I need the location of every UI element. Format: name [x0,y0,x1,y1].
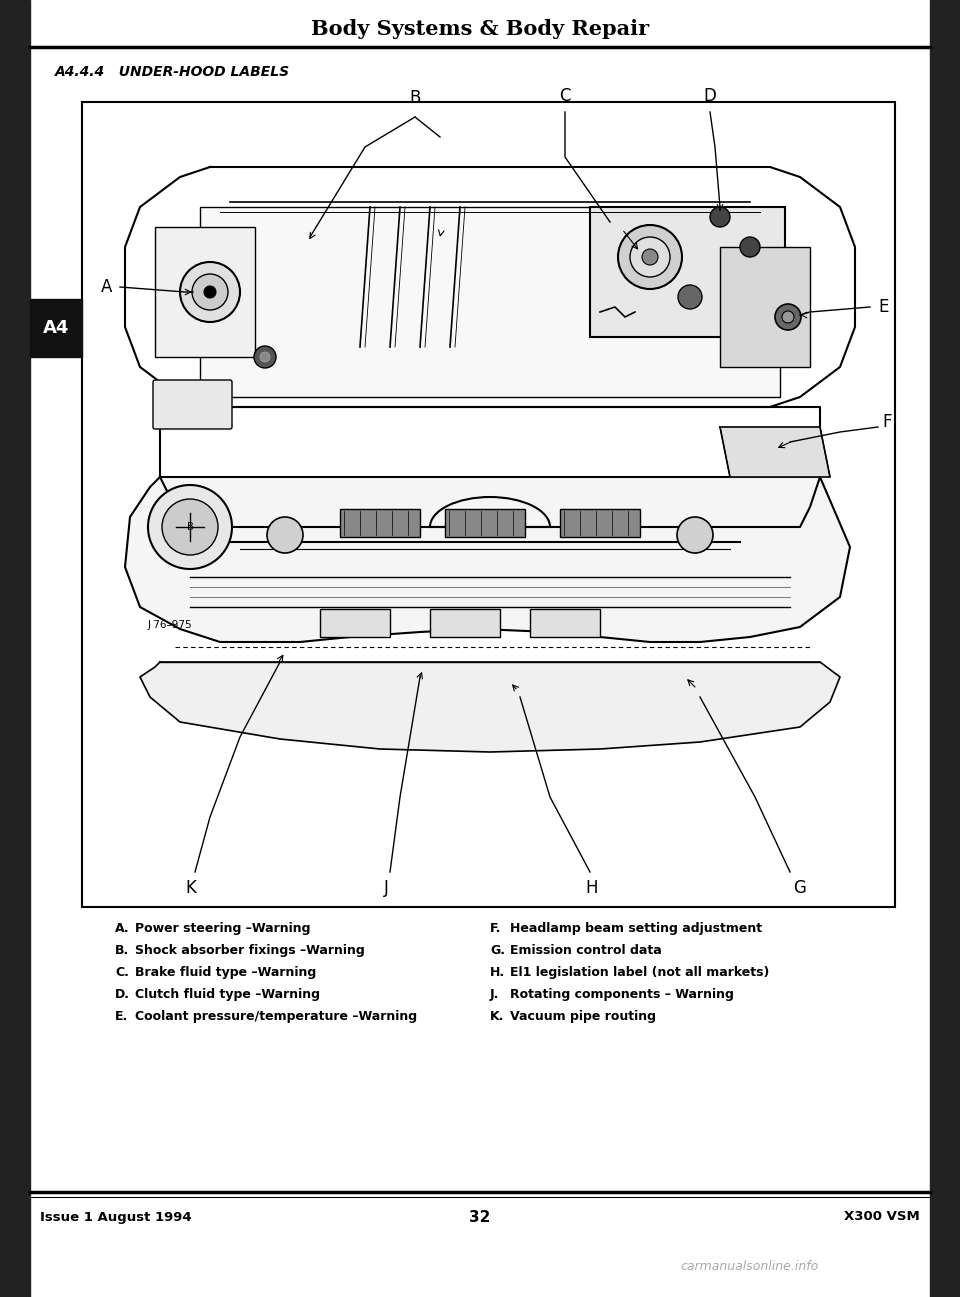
Circle shape [267,518,303,553]
Text: F.: F. [490,922,501,935]
Circle shape [192,274,228,310]
Circle shape [148,485,232,569]
Bar [200,208,780,397]
FancyBboxPatch shape [153,380,232,429]
Text: A4: A4 [43,319,69,337]
Circle shape [642,249,658,265]
Bar [720,246,810,367]
Bar [930,0,960,1297]
Text: B.: B. [115,944,130,957]
Circle shape [782,311,794,323]
Circle shape [254,346,276,368]
Circle shape [775,303,801,329]
Text: 32: 32 [469,1210,491,1224]
Circle shape [677,518,713,553]
Text: Issue 1 August 1994: Issue 1 August 1994 [40,1210,192,1223]
Text: C: C [560,87,571,105]
Text: D.: D. [115,988,130,1001]
Text: G.: G. [490,944,505,957]
Text: Headlamp beam setting adjustment: Headlamp beam setting adjustment [510,922,762,935]
Bar [340,508,420,537]
Text: K.: K. [490,1010,504,1023]
Text: Vacuum pipe routing: Vacuum pipe routing [510,1010,656,1023]
Bar [320,610,390,637]
Text: H.: H. [490,966,505,979]
Circle shape [678,285,702,309]
Circle shape [260,351,270,362]
Text: E.: E. [115,1010,129,1023]
Bar [560,508,640,537]
Bar [82,102,895,907]
Text: B: B [186,521,193,532]
Text: Shock absorber fixings –Warning: Shock absorber fixings –Warning [135,944,365,957]
Polygon shape [125,477,850,642]
Polygon shape [125,167,855,407]
Text: H: H [586,879,598,898]
Circle shape [162,499,218,555]
Circle shape [630,237,670,278]
Text: A: A [101,278,112,296]
Text: J: J [384,879,389,898]
Text: B: B [409,89,420,106]
Polygon shape [160,407,820,527]
Text: A.: A. [115,922,130,935]
Bar [30,300,82,357]
Text: Body Systems & Body Repair: Body Systems & Body Repair [311,19,649,39]
Text: Emission control data: Emission control data [510,944,661,957]
Circle shape [740,237,760,257]
Text: Power steering –Warning: Power steering –Warning [135,922,310,935]
Text: X300 VSM: X300 VSM [844,1210,920,1223]
Text: A4.4.4   UNDER-HOOD LABELS: A4.4.4 UNDER-HOOD LABELS [55,65,290,79]
Circle shape [710,208,730,227]
Bar [430,610,500,637]
Text: Clutch fluid type –Warning: Clutch fluid type –Warning [135,988,320,1001]
Text: Brake fluid type –Warning: Brake fluid type –Warning [135,966,316,979]
Bar [590,208,785,337]
Bar [530,610,600,637]
Text: Coolant pressure/temperature –Warning: Coolant pressure/temperature –Warning [135,1010,418,1023]
Text: J.: J. [490,988,499,1001]
Bar [155,227,255,357]
Text: G: G [794,879,806,898]
Bar [0,0,30,1297]
Text: K: K [185,879,197,898]
Text: E: E [878,298,888,316]
Circle shape [618,224,682,289]
Polygon shape [720,427,830,477]
Circle shape [180,262,240,322]
Text: Rotating components – Warning: Rotating components – Warning [510,988,733,1001]
Text: D: D [704,87,716,105]
Text: F: F [882,412,892,431]
Text: El1 legislation label (not all markets): El1 legislation label (not all markets) [510,966,769,979]
Polygon shape [140,661,840,752]
Text: C.: C. [115,966,129,979]
Circle shape [204,287,216,298]
Text: carmanualsonline.info: carmanualsonline.info [681,1261,819,1274]
Text: J 76–975: J 76–975 [148,620,193,630]
Bar [445,508,525,537]
